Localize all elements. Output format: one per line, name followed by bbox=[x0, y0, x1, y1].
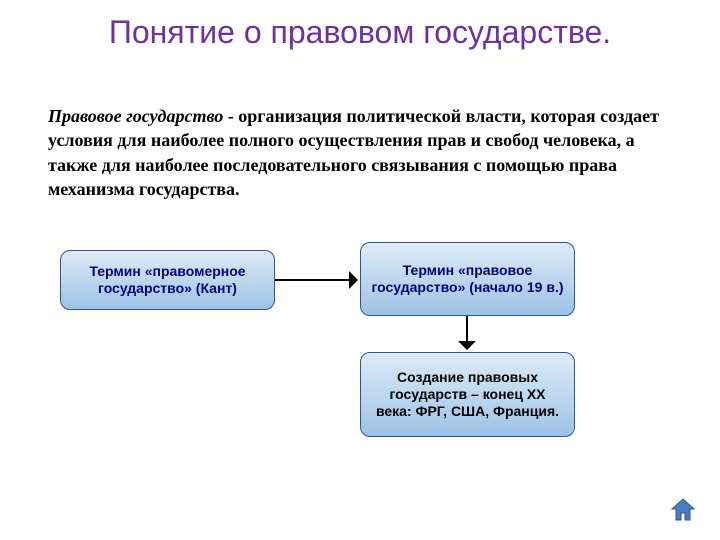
arrow-e2 bbox=[466, 316, 469, 343]
node-xx: Создание правовых государств – конец XX … bbox=[360, 352, 575, 437]
definition-lead: Правовое государство bbox=[48, 106, 223, 126]
arrow-e1 bbox=[275, 279, 351, 282]
slide: Понятие о правовом государстве. Правовое… bbox=[0, 0, 720, 540]
arrowhead-e1 bbox=[349, 271, 358, 289]
slide-title: Понятие о правовом государстве. bbox=[0, 14, 720, 51]
definition-paragraph: Правовое государство - организация полит… bbox=[48, 104, 672, 201]
node-kant: Термин «правомерное государство» (Кант) bbox=[60, 250, 275, 310]
node-xix: Термин «правовое государство» (начало 19… bbox=[360, 242, 575, 316]
home-icon[interactable] bbox=[668, 494, 698, 524]
arrowhead-e2 bbox=[458, 341, 476, 350]
